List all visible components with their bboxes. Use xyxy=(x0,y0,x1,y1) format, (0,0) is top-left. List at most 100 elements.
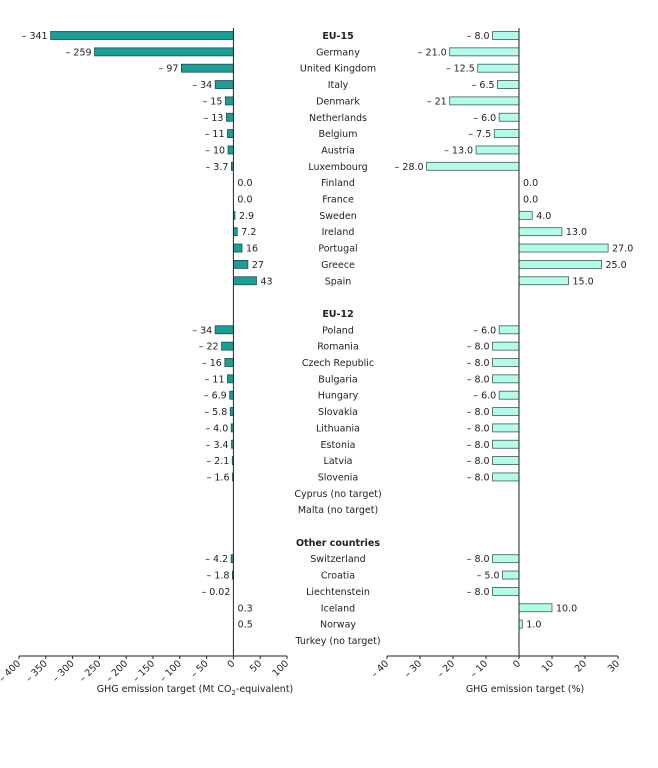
bar-right-denmark xyxy=(449,96,520,106)
value-label-left-finland: 0.0 xyxy=(237,178,252,189)
value-label-left-belgium: – 11 xyxy=(205,129,225,140)
value-label-left-norway: 0.5 xyxy=(238,620,253,631)
value-label-right-sweden: 4.0 xyxy=(536,211,551,222)
x-tick-label-left: – 250 xyxy=(77,658,103,684)
value-label-left-austria: – 10 xyxy=(205,145,225,156)
value-label-right-spain: 15.0 xyxy=(573,276,594,287)
value-label-left-estonia: – 3.4 xyxy=(206,440,229,451)
bar-right-czech-republic xyxy=(492,358,520,367)
bar-right-united-kingdom xyxy=(477,63,520,73)
value-label-right-luxembourg: – 28.0 xyxy=(395,162,424,173)
category-label-poland: Poland xyxy=(322,325,354,336)
bar-right-portugal xyxy=(518,243,609,253)
value-label-left-ireland: 7.2 xyxy=(241,227,256,238)
bar-left-bulgaria xyxy=(227,374,234,384)
category-label-luxembourg: Luxembourg xyxy=(308,162,367,173)
bar-right-croatia xyxy=(502,570,520,580)
x-tick-label-left: – 50 xyxy=(189,658,211,680)
category-label-hungary: Hungary xyxy=(318,391,359,402)
bar-left-spain xyxy=(232,276,257,286)
category-label-united-kingdom: United Kingdom xyxy=(300,64,376,75)
bar-left-denmark xyxy=(224,96,234,106)
bar-right-belgium xyxy=(493,129,520,139)
category-label-eu-15: EU-15 xyxy=(322,31,353,42)
x-axis-title-left: GHG emission target (Mt CO2-equivalent) xyxy=(97,684,294,697)
category-label-slovenia: Slovenia xyxy=(318,472,358,483)
x-tick-label-right: 20 xyxy=(573,658,589,674)
category-labels: EU-15 Germany United Kingdom Italy Denmark Ne… xyxy=(294,31,381,647)
x-tick-label-right: 30 xyxy=(606,658,622,674)
bar-right-liechtenstein xyxy=(492,587,520,596)
value-label-left-sweden: 2.9 xyxy=(239,211,254,222)
x-tick-label-left: 100 xyxy=(271,658,292,679)
x-tick-label-right: 0 xyxy=(511,658,523,670)
category-label-france: France xyxy=(322,195,354,206)
bar-right-ireland xyxy=(518,227,563,237)
value-label-right-italy: – 6.5 xyxy=(472,80,495,91)
bar-right-slovenia xyxy=(492,472,520,482)
bar-right-poland xyxy=(498,325,520,335)
bar-left-united-kingdom xyxy=(181,63,234,73)
bar-right-luxembourg xyxy=(426,161,520,171)
category-label-croatia: Croatia xyxy=(321,571,355,582)
value-label-left-denmark: – 15 xyxy=(203,96,223,107)
category-label-germany: Germany xyxy=(316,47,360,58)
value-label-left-hungary: – 6.9 xyxy=(204,391,227,402)
value-label-right-portugal: 27.0 xyxy=(612,244,633,255)
value-label-right-romania: – 8.0 xyxy=(467,342,490,353)
category-label-switzerland: Switzerland xyxy=(310,554,365,565)
bar-left-ireland xyxy=(232,227,238,237)
value-label-right-slovenia: – 8.0 xyxy=(467,472,490,483)
value-label-right-liechtenstein: – 8.0 xyxy=(467,587,490,598)
x-tick-label-left: – 300 xyxy=(51,658,77,684)
category-label-lithuania: Lithuania xyxy=(316,423,360,434)
x-tick-label-left: 0 xyxy=(225,658,237,670)
value-label-left-united-kingdom: – 97 xyxy=(159,64,179,75)
value-label-right-czech-republic: – 8.0 xyxy=(467,358,490,369)
bar-right-spain xyxy=(518,276,569,286)
value-label-left-eu-15: – 341 xyxy=(22,31,48,42)
value-label-left-portugal: 16 xyxy=(246,244,258,255)
category-label-latvia: Latvia xyxy=(324,456,353,467)
bar-right-romania xyxy=(492,341,520,351)
left-panel-mt-co2: – 341 – 259 – 97 – 34 – 15 – 13 – 11 – 10 – 3.7 0… xyxy=(0,28,293,697)
bar-left-austria xyxy=(227,145,234,155)
bar-right-slovakia xyxy=(492,407,520,416)
value-label-left-croatia: – 1.8 xyxy=(207,571,230,582)
value-label-left-slovenia: – 1.6 xyxy=(207,472,230,483)
bar-left-portugal xyxy=(232,243,243,253)
value-label-left-slovakia: – 5.8 xyxy=(204,407,227,418)
category-label-sweden: Sweden xyxy=(319,211,357,222)
category-label-austria: Austria xyxy=(321,145,355,156)
category-label-belgium: Belgium xyxy=(319,129,358,140)
value-label-left-greece: 27 xyxy=(252,260,264,271)
bar-right-germany xyxy=(449,47,520,57)
x-tick-label-right: 10 xyxy=(540,658,556,674)
x-tick-label-left: – 400 xyxy=(0,658,23,684)
category-label-iceland: Iceland xyxy=(321,603,355,614)
category-label-malta-no-target: Malta (no target) xyxy=(298,505,378,516)
category-label-czech-republic: Czech Republic xyxy=(302,358,374,369)
x-tick-label-right: – 30 xyxy=(402,658,424,680)
bar-right-lithuania xyxy=(492,423,520,433)
bar-left-czech-republic xyxy=(224,358,234,367)
value-label-left-switzerland: – 4.2 xyxy=(205,554,228,565)
bar-right-italy xyxy=(497,80,520,89)
value-label-left-italy: – 34 xyxy=(192,80,212,91)
category-label-ireland: Ireland xyxy=(322,227,355,238)
value-label-right-lithuania: – 8.0 xyxy=(467,423,490,434)
bar-right-eu-15 xyxy=(492,31,520,40)
bar-left-hungary xyxy=(229,390,234,400)
value-label-right-ireland: 13.0 xyxy=(566,227,587,238)
value-label-right-slovakia: – 8.0 xyxy=(467,407,490,418)
category-label-netherlands: Netherlands xyxy=(309,113,367,124)
bar-left-germany xyxy=(94,47,234,57)
value-label-right-united-kingdom: – 12.5 xyxy=(446,64,475,75)
bar-right-switzerland xyxy=(492,554,520,564)
bar-left-poland xyxy=(214,325,234,335)
value-label-right-france: 0.0 xyxy=(523,195,538,206)
value-label-left-poland: – 34 xyxy=(192,325,212,336)
category-label-romania: Romania xyxy=(317,342,359,353)
value-label-left-romania: – 22 xyxy=(199,342,219,353)
bar-left-eu-15 xyxy=(50,31,234,40)
